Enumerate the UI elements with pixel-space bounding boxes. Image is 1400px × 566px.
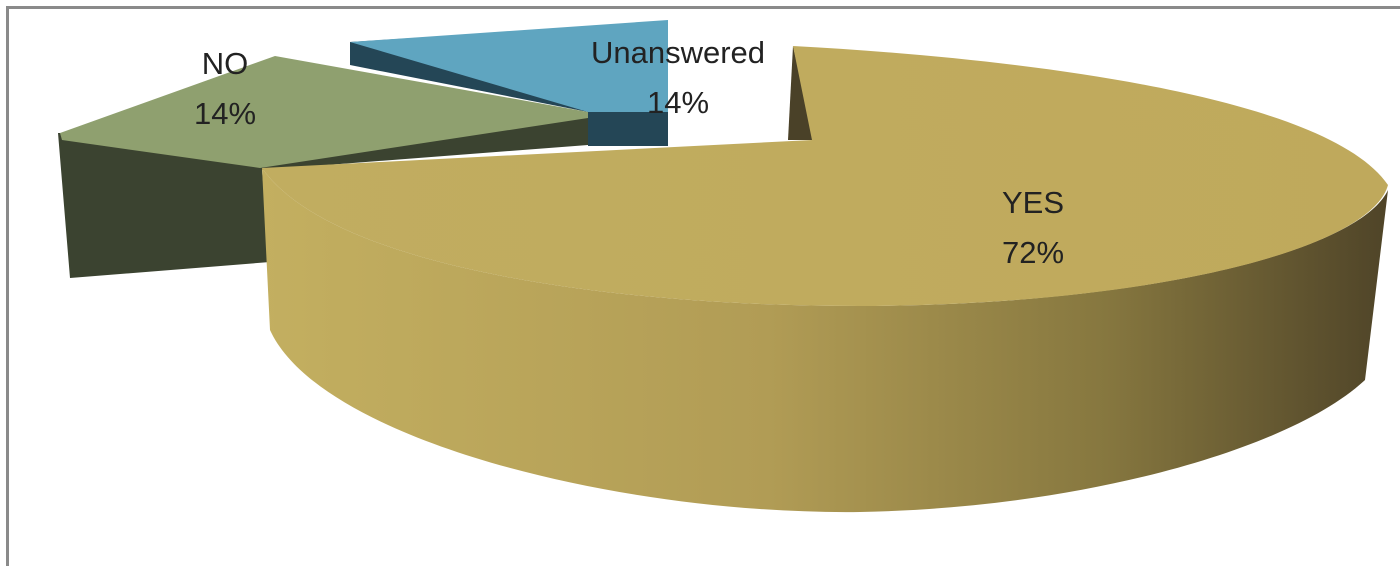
yes-side-face [262,168,1388,513]
label-no-value: 14% [194,96,256,131]
pie-slice-no[interactable] [58,56,588,278]
yes-cut-face [788,46,812,140]
label-yes: YES 72% [1002,185,1064,270]
label-unanswered-value: 14% [647,85,709,120]
yes-top-face [262,46,1388,306]
label-no-name: NO [202,46,249,81]
unanswered-top-face [350,20,668,112]
label-no: NO 14% [194,46,256,131]
label-unanswered-name: Unanswered [591,35,765,70]
label-yes-name: YES [1002,185,1064,220]
pie-slice-yes[interactable] [262,46,1388,513]
label-yes-value: 72% [1002,235,1064,270]
pie-chart-3d: YES 72% NO 14% Unanswered 14% [58,20,1388,513]
pie-slice-unanswered[interactable] [350,20,668,146]
label-unanswered: Unanswered 14% [591,35,765,120]
no-top-face [60,56,588,168]
